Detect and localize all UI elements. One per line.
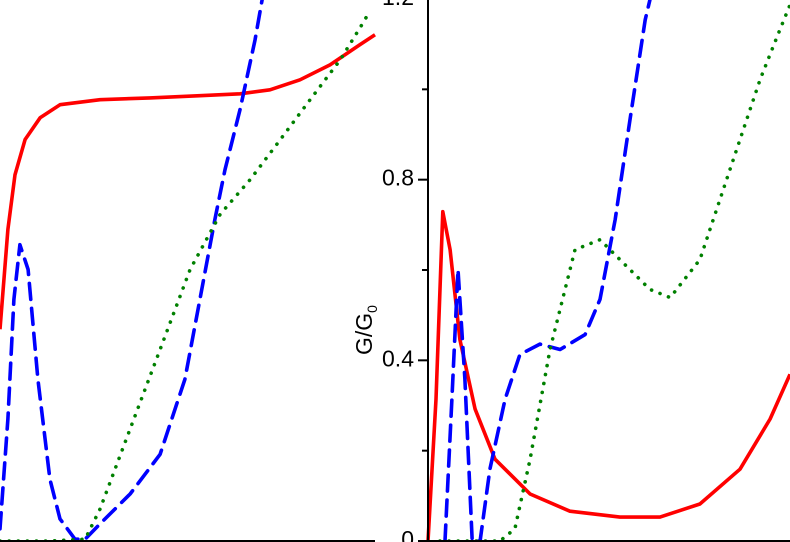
data-line (443, 0, 652, 542)
y-axis-label-main: G/G (351, 313, 377, 355)
data-line (438, 3, 790, 542)
data-line (0, 0, 264, 541)
y-tick-label: 1.2 (382, 0, 414, 10)
y-tick-label: 0.8 (382, 165, 414, 191)
data-line (0, 8, 372, 542)
y-axis-label-subscript: 0 (364, 305, 380, 313)
data-line (426, 209, 790, 542)
y-axis-label: G/G0 (351, 305, 380, 355)
y-tick-label: 0.4 (382, 345, 414, 371)
y-tick-label: 0 (401, 526, 414, 542)
data-line (0, 33, 376, 330)
